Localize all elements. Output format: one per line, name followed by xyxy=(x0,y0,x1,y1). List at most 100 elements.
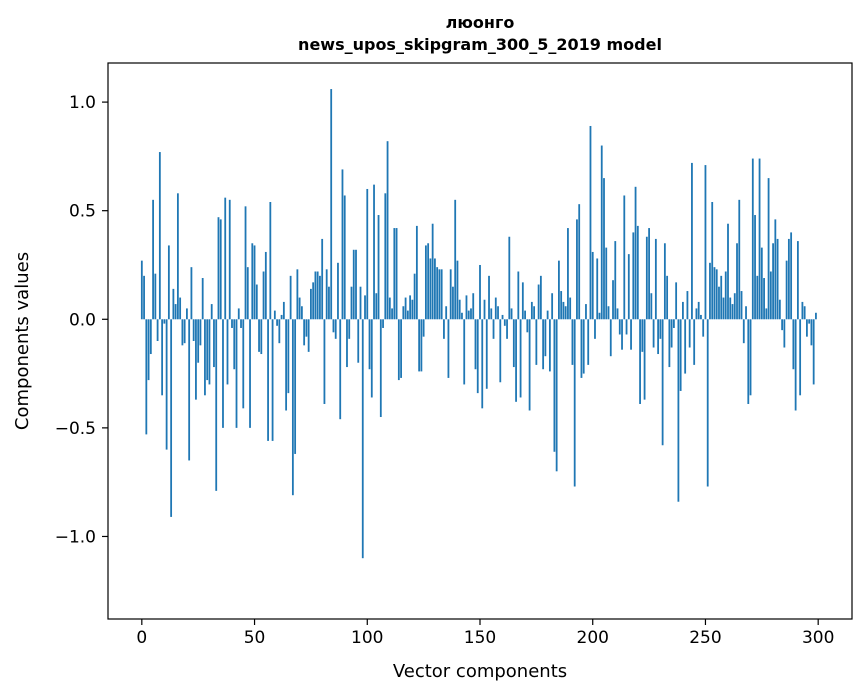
bar-component-299 xyxy=(815,312,817,320)
bar-component-38 xyxy=(226,319,229,385)
bar-component-215 xyxy=(625,319,628,335)
bar-component-98 xyxy=(361,319,364,559)
bar-component-170 xyxy=(524,310,526,320)
bar-component-287 xyxy=(787,238,790,320)
bar-component-88 xyxy=(339,319,342,420)
bar-component-23 xyxy=(192,319,195,341)
bar-component-130 xyxy=(434,258,436,320)
bar-component-228 xyxy=(654,238,657,320)
bar-component-141 xyxy=(458,299,461,320)
bar-component-107 xyxy=(382,319,384,328)
bar-component-99 xyxy=(364,295,366,320)
x-tick-label: 250 xyxy=(689,628,721,648)
bar-component-196 xyxy=(582,319,585,374)
plot-frame xyxy=(107,62,853,620)
bar-component-205 xyxy=(603,178,605,320)
bar-component-203 xyxy=(598,312,601,320)
bar-component-115 xyxy=(400,319,402,378)
bar-component-56 xyxy=(267,319,269,441)
bar-component-37 xyxy=(224,197,227,320)
bar-component-17 xyxy=(179,297,182,320)
bar-component-60 xyxy=(276,319,278,326)
bar-component-188 xyxy=(564,306,567,320)
bar-component-134 xyxy=(443,319,445,339)
y-tick-label: −0.5 xyxy=(55,419,96,439)
bar-component-217 xyxy=(630,319,632,350)
bar-component-208 xyxy=(609,319,612,357)
bar-component-93 xyxy=(350,286,353,320)
bar-component-271 xyxy=(751,158,754,320)
bar-component-223 xyxy=(643,319,646,400)
bar-component-114 xyxy=(397,319,400,381)
bar-component-67 xyxy=(291,319,294,496)
bar-component-229 xyxy=(657,319,660,355)
bar-component-50 xyxy=(253,245,256,320)
bar-component-113 xyxy=(395,228,398,320)
bar-component-168 xyxy=(519,319,522,398)
bar-component-199 xyxy=(589,125,592,320)
bar-component-59 xyxy=(273,310,276,320)
bar-component-44 xyxy=(240,319,242,328)
bar-component-86 xyxy=(334,319,337,339)
bar-component-285 xyxy=(783,319,786,348)
bar-component-258 xyxy=(722,297,725,320)
bar-component-0 xyxy=(140,260,143,320)
bar-component-31 xyxy=(210,304,213,320)
bar-component-19 xyxy=(183,319,186,344)
bar-component-275 xyxy=(760,247,763,320)
bar-component-253 xyxy=(711,202,714,320)
bar-component-267 xyxy=(742,319,745,344)
bar-component-161 xyxy=(503,319,506,326)
bar-component-39 xyxy=(228,199,231,320)
bar-component-243 xyxy=(688,319,691,348)
bar-component-54 xyxy=(262,271,265,320)
bar-component-194 xyxy=(578,204,581,320)
bar-component-8 xyxy=(158,152,161,320)
bar-component-249 xyxy=(702,319,705,337)
bar-component-95 xyxy=(355,249,357,320)
x-tick-label: 300 xyxy=(802,628,834,648)
bar-component-224 xyxy=(645,236,648,320)
bar-component-101 xyxy=(368,319,371,370)
bar-component-14 xyxy=(172,288,175,320)
bar-component-296 xyxy=(808,319,811,324)
bar-component-202 xyxy=(596,258,599,320)
bar-component-109 xyxy=(386,141,389,320)
bar-component-231 xyxy=(661,319,664,446)
bar-component-160 xyxy=(501,314,504,320)
bar-component-221 xyxy=(639,319,641,404)
bar-component-259 xyxy=(724,271,727,320)
bar-component-254 xyxy=(713,267,716,320)
bar-component-167 xyxy=(517,271,520,320)
bar-component-289 xyxy=(792,319,795,370)
bar-component-112 xyxy=(393,228,396,320)
bar-component-125 xyxy=(422,319,425,337)
bar-component-64 xyxy=(285,319,288,411)
bar-component-180 xyxy=(546,310,549,320)
bar-component-268 xyxy=(745,306,747,320)
bar-component-63 xyxy=(282,301,285,320)
bar-component-26 xyxy=(199,319,202,346)
bar-component-33 xyxy=(215,319,218,491)
bar-component-47 xyxy=(246,267,249,320)
bar-component-104 xyxy=(375,293,378,320)
bar-component-25 xyxy=(197,319,200,363)
bar-component-9 xyxy=(161,319,164,396)
bar-component-207 xyxy=(607,306,610,320)
x-tick-label: 50 xyxy=(244,628,266,648)
bar-component-87 xyxy=(337,262,339,320)
bar-component-177 xyxy=(539,275,542,320)
bar-component-72 xyxy=(303,319,306,346)
y-tick-label: 0.0 xyxy=(69,310,96,330)
bar-component-48 xyxy=(249,319,251,428)
bar-component-12 xyxy=(167,245,170,320)
bar-component-291 xyxy=(796,241,799,320)
bar-component-94 xyxy=(352,249,355,320)
bar-component-79 xyxy=(319,275,321,320)
bar-component-80 xyxy=(321,238,324,320)
bar-component-274 xyxy=(758,158,761,320)
bar-component-212 xyxy=(618,319,621,335)
bar-component-120 xyxy=(411,299,414,320)
bar-component-61 xyxy=(278,319,281,344)
bar-series xyxy=(140,89,817,559)
